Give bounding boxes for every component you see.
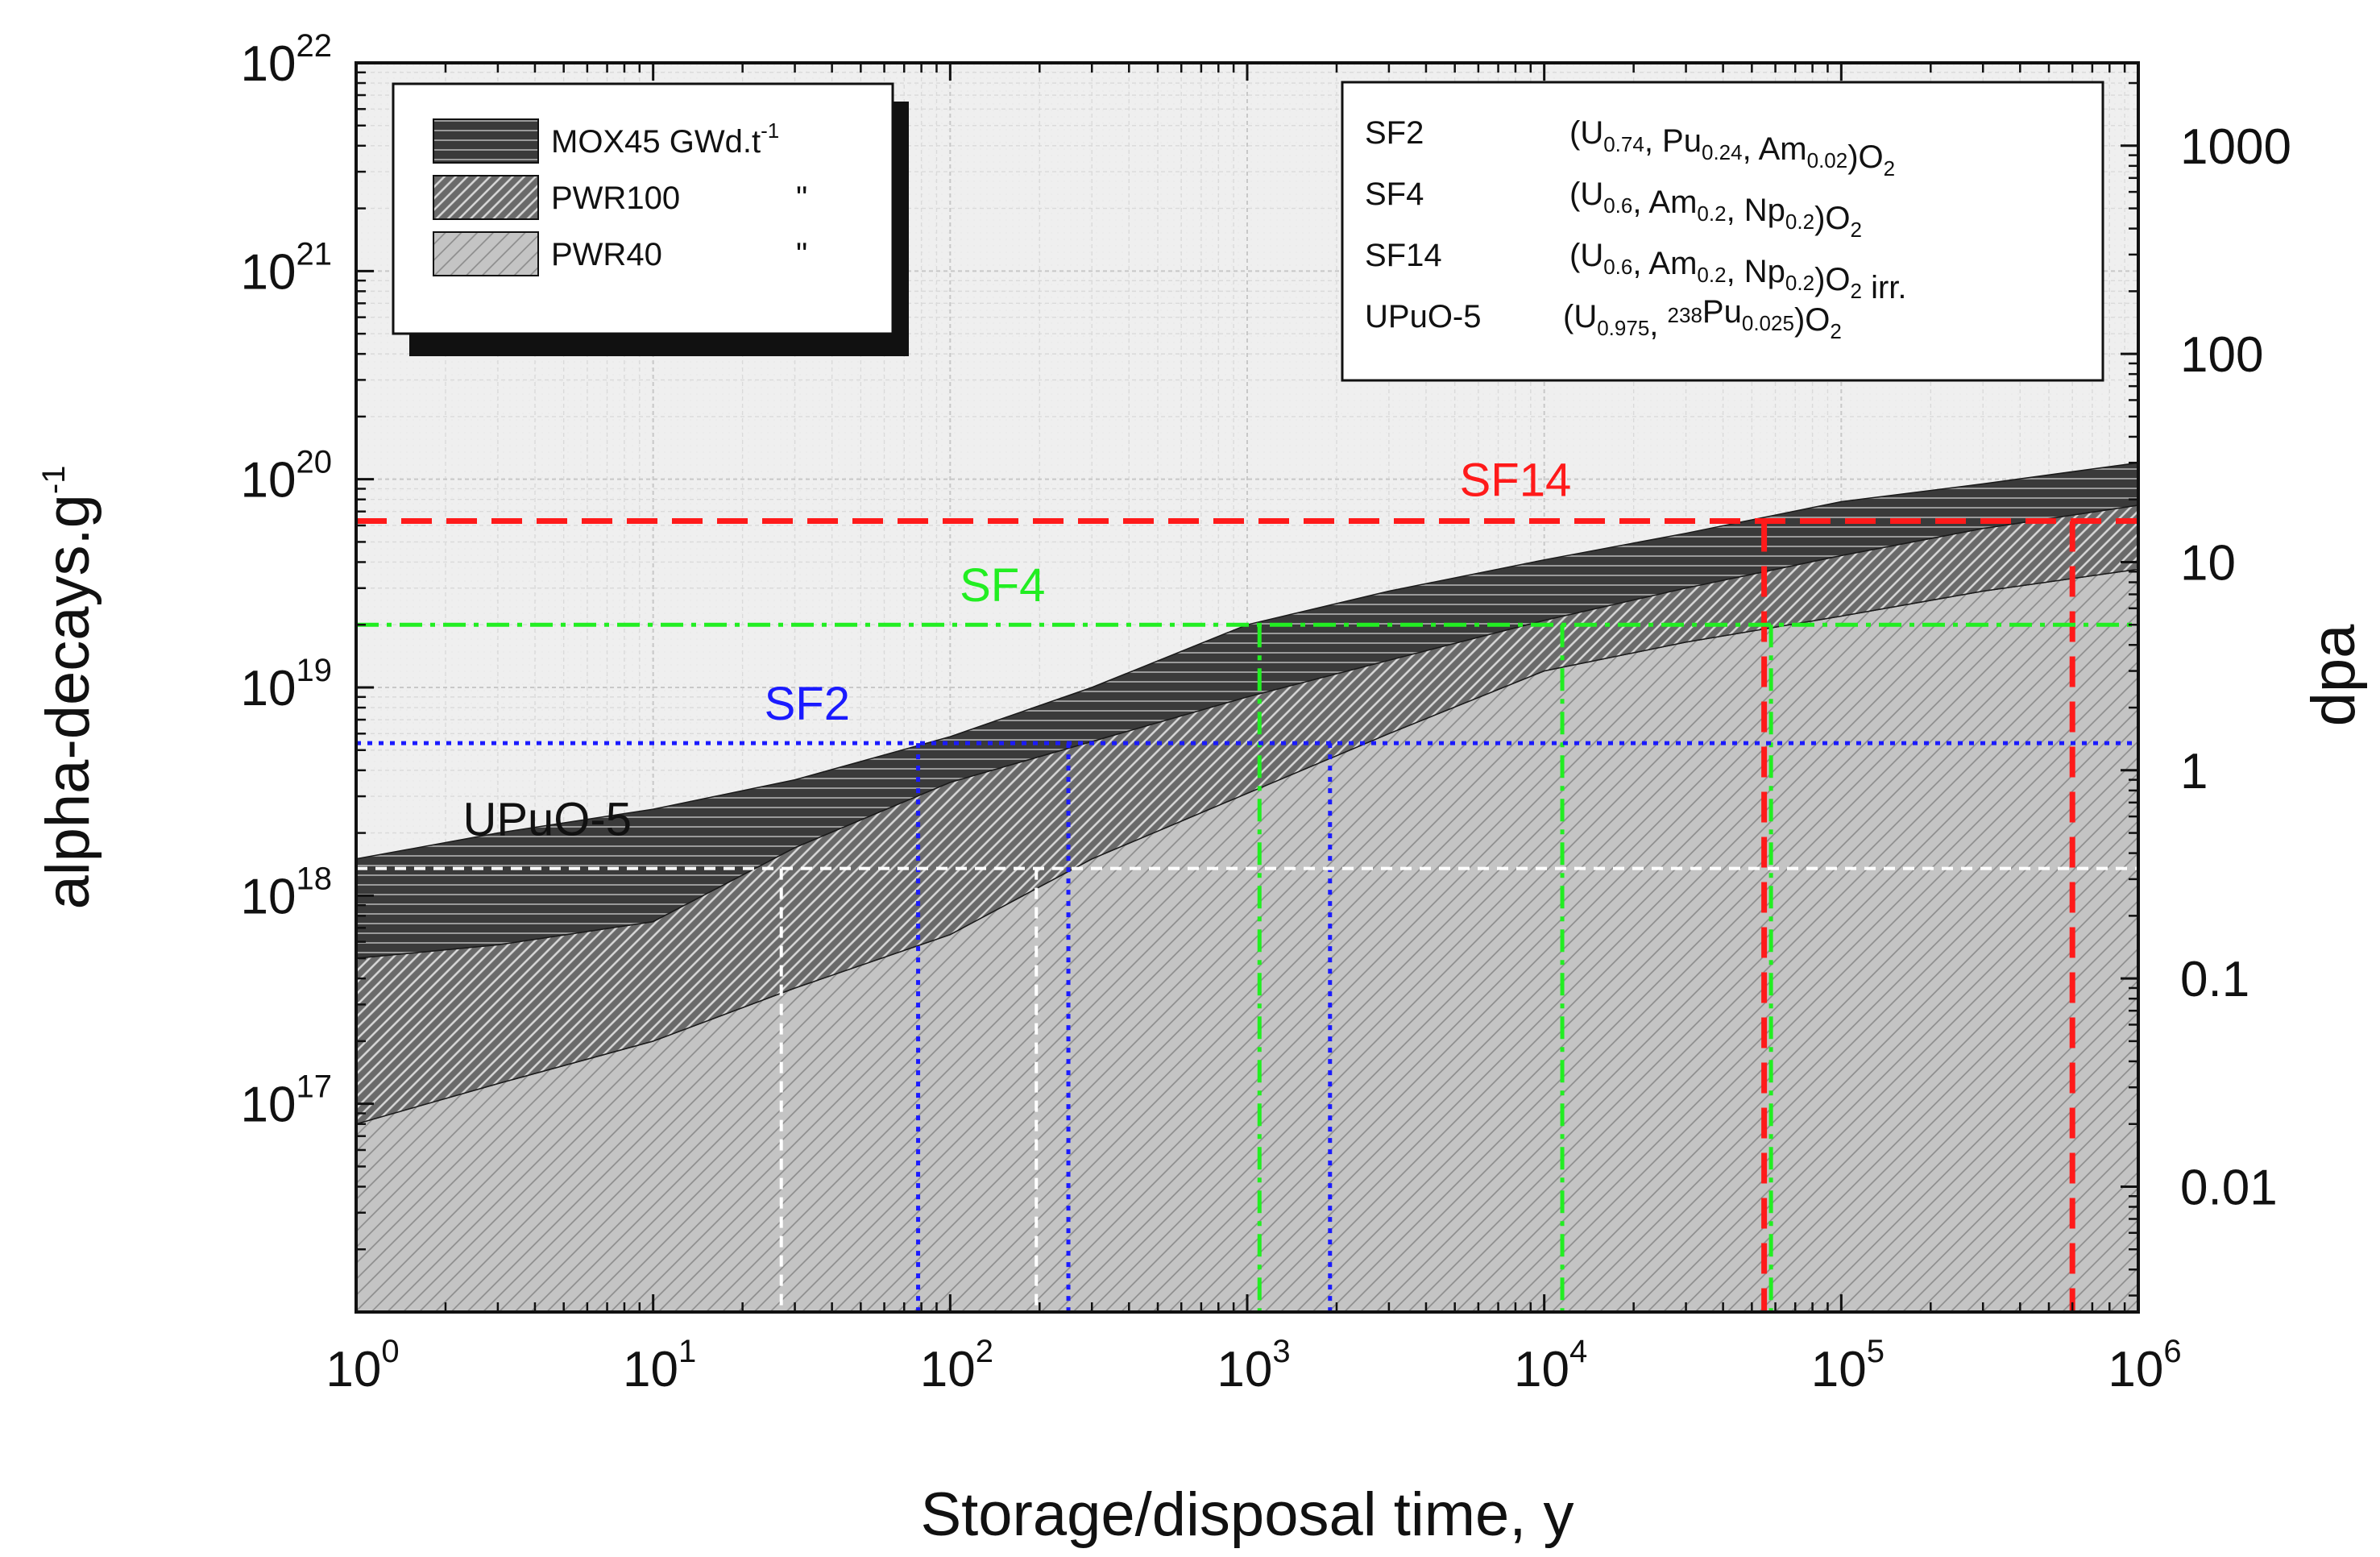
material-formula-upuo-5: (U0.975, 238Pu0.025)O2 <box>1563 294 1842 343</box>
threshold-lines <box>356 518 2138 1312</box>
x-tick-label: 100 <box>325 1334 399 1397</box>
materials-legend-box <box>1341 81 2104 382</box>
legend-ditto-pwr40: " <box>796 237 807 272</box>
y2-axis-title: dpa <box>2299 624 2368 727</box>
annotation-sf4: SF4 <box>960 559 1045 612</box>
material-code-sf2: SF2 <box>1365 115 1424 151</box>
y2-tick-label: 10 <box>2180 535 2236 591</box>
legend-label-mox45: MOX45 GWd.t-1 <box>551 118 779 160</box>
material-formula-sf14: (U0.6, Am0.2, Np0.2)O2 irr. <box>1569 238 1907 305</box>
x-tick-label: 105 <box>1811 1334 1885 1397</box>
axis-ticks: 100 101 102 103 104 105 1061017101810191020102… <box>241 28 2291 1397</box>
legend-ditto-pwr100: " <box>796 181 807 216</box>
y2-tick-label: 1000 <box>2180 119 2291 175</box>
legend-swatch-mox45 <box>433 118 539 164</box>
y2-tick-label: 100 <box>2180 327 2263 383</box>
x-tick-label: 102 <box>920 1334 993 1397</box>
annotation-upuo-5: UPuO-5 <box>462 793 632 845</box>
y2-tick-label: 0.01 <box>2180 1160 2278 1215</box>
y-tick-label: 1021 <box>241 236 332 300</box>
material-formula-sf2: (U0.74, Pu0.24, Am0.02)O2 <box>1569 115 1895 181</box>
threshold-upuo-5 <box>356 866 2138 1312</box>
y-axis-title-sup: -1 <box>36 465 72 494</box>
legend-swatch-pwr40 <box>433 231 539 276</box>
materials-legend: SF2 (U0.74, Pu0.24, Am0.02)O2 SF4 (U0.6, Am… <box>1341 81 2104 382</box>
x-tick-label: 101 <box>623 1334 696 1397</box>
material-formula-sf4: (U0.6, Am0.2, Np0.2)O2 <box>1569 176 1862 242</box>
threshold-sf4 <box>356 622 2138 1312</box>
legend-label-pwr40: PWR40 <box>551 237 662 272</box>
series-areas <box>355 462 2139 1313</box>
y-tick-label: 1017 <box>241 1069 332 1133</box>
annotation-sf14: SF14 <box>1460 455 1572 507</box>
x-tick-label: 104 <box>1514 1334 1587 1397</box>
annotation-sf2: SF2 <box>765 678 850 730</box>
y2-tick-label: 0.1 <box>2180 952 2249 1007</box>
y-axis-title: alpha-decays.g-1 <box>34 465 102 909</box>
threshold-sf2 <box>356 741 2138 1312</box>
material-code-upuo-5: UPuO-5 <box>1365 299 1482 334</box>
series-legend: MOX45 GWd.t-1 PWR100 " PWR40 " <box>392 82 909 356</box>
legend-swatch-pwr100 <box>433 175 539 220</box>
x-tick-label: 103 <box>1217 1334 1290 1397</box>
y2-tick-label: 1 <box>2180 744 2208 799</box>
x-tick-label: 106 <box>2108 1334 2181 1397</box>
y-tick-label: 1018 <box>241 861 332 924</box>
y-axis-title-text: alpha-decays.g <box>34 494 102 909</box>
y-tick-label: 1022 <box>241 28 332 92</box>
x-axis-title: Storage/disposal time, y <box>920 1480 1574 1549</box>
material-code-sf4: SF4 <box>1365 176 1424 212</box>
y-tick-label: 1020 <box>241 445 332 509</box>
material-code-sf14: SF14 <box>1365 238 1442 273</box>
threshold-sf14 <box>356 518 2138 1312</box>
y-tick-label: 1019 <box>241 653 332 716</box>
legend-label-pwr100: PWR100 <box>551 181 680 216</box>
threshold-annotations: SF14 SF4 SF2 UPuO-5 <box>462 455 1571 846</box>
